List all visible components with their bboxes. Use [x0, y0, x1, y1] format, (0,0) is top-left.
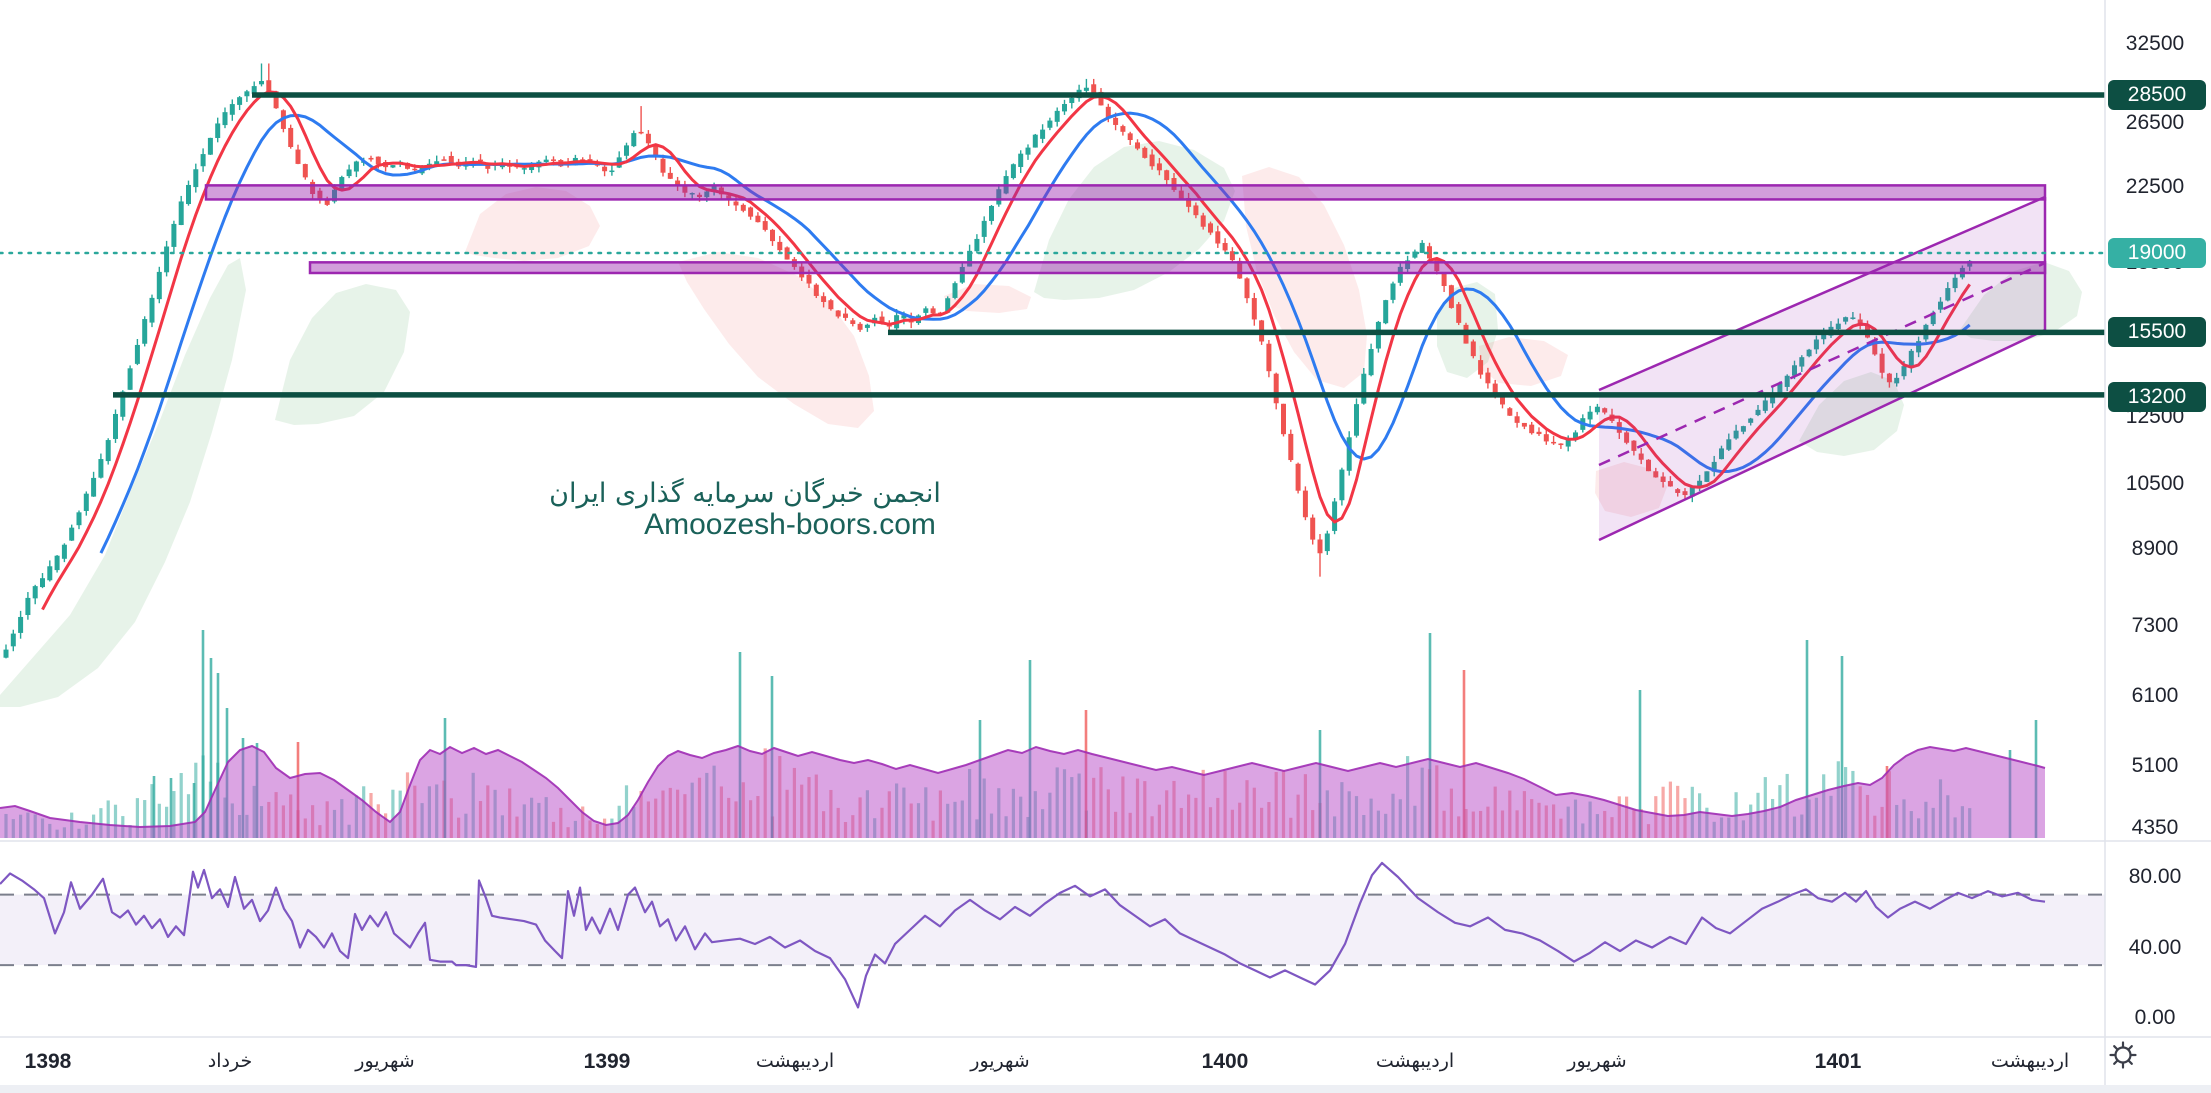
price-tick-label: 4350: [2131, 816, 2179, 839]
volume-spike: [201, 630, 205, 838]
volume-spike: [216, 673, 220, 838]
channel-mid-line: [1598, 261, 2046, 467]
bottom-strip: [0, 1085, 2211, 1093]
volume-spike: [192, 783, 196, 838]
time-axis-month-label: اردیبهشت: [1990, 1050, 2070, 1072]
volume-spike: [169, 778, 173, 838]
price-tick-label: 6100: [2131, 684, 2179, 707]
channel-fill: [1599, 197, 2045, 540]
alert-price-badge: 28500: [2108, 80, 2206, 110]
time-axis-year-label: 1399: [583, 1050, 631, 1073]
time-axis-year-label: 1401: [1814, 1050, 1862, 1073]
settings-gear-icon: [2109, 1041, 2137, 1069]
ma-fast-line: [41, 90, 1971, 611]
oscillator-tick-label: 80.00: [2128, 865, 2182, 888]
volume-spike: [738, 652, 742, 838]
channel-lower-line: [1598, 328, 2046, 542]
price-tick-label: 8900: [2131, 537, 2179, 560]
cloud-blob: [0, 258, 246, 707]
supply-demand-zone: [204, 184, 2047, 201]
time-axis-month-label: خرداد: [207, 1050, 253, 1072]
timezone-settings-button[interactable]: [2106, 1038, 2211, 1085]
price-tick-label: 22500: [2125, 175, 2185, 198]
volume-spike: [152, 776, 156, 838]
cloud-blob: [1479, 337, 1568, 386]
cloud-blob: [275, 284, 410, 425]
price-tick-label: 26500: [2125, 111, 2185, 134]
cloud-blob: [678, 252, 874, 428]
rsi-band-fill: [0, 894, 2105, 966]
price-tick-label: 5100: [2131, 754, 2179, 777]
time-axis-month-label: اردیبهشت: [755, 1050, 835, 1072]
rsi-line: [0, 861, 2046, 1009]
supply-demand-zone: [308, 261, 2047, 275]
time-axis-month-label: شهریور: [355, 1050, 415, 1072]
cloud-blob: [465, 187, 600, 261]
time-axis-year-label: 1400: [1201, 1050, 1249, 1073]
cloud-blob: [1595, 462, 1667, 517]
time-axis-month-label: اردیبهشت: [1375, 1050, 1455, 1072]
cloud-blob: [1959, 262, 2082, 341]
volume-spike: [1428, 633, 1432, 838]
last-price-badge: 19000: [2108, 238, 2206, 268]
time-axis-year-label: 1398: [24, 1050, 72, 1073]
volume-spike: [1805, 640, 1809, 838]
price-tick-label: 32500: [2125, 32, 2185, 55]
volume-spike: [1840, 656, 1844, 838]
oscillator-tick-label: 40.00: [2128, 936, 2182, 959]
volume-ma-area: [0, 746, 2045, 838]
channel-upper-line: [1598, 195, 2046, 392]
time-axis-month-label: شهریور: [970, 1050, 1030, 1072]
alert-price-badge: 13200: [2108, 382, 2206, 412]
volume-spike: [1462, 670, 1466, 838]
alert-price-badge: 15500: [2108, 317, 2206, 347]
volume-spike: [1638, 690, 1642, 838]
volume-ma-line: [0, 744, 2046, 829]
oscillator-tick-label: 0.00: [2134, 1006, 2176, 1029]
price-tick-label: 7300: [2131, 614, 2179, 637]
price-tick-label: 10500: [2125, 472, 2185, 495]
volume-spike: [209, 658, 213, 838]
price-axis[interactable]: 3250026500225001850012500105008900730061…: [2105, 0, 2211, 1085]
time-axis-month-label: شهریور: [1567, 1050, 1627, 1072]
time-axis[interactable]: 1398 خرداد شهریور 1399 اردیبهشت شهریور 1400 ارد…: [0, 1037, 2211, 1085]
